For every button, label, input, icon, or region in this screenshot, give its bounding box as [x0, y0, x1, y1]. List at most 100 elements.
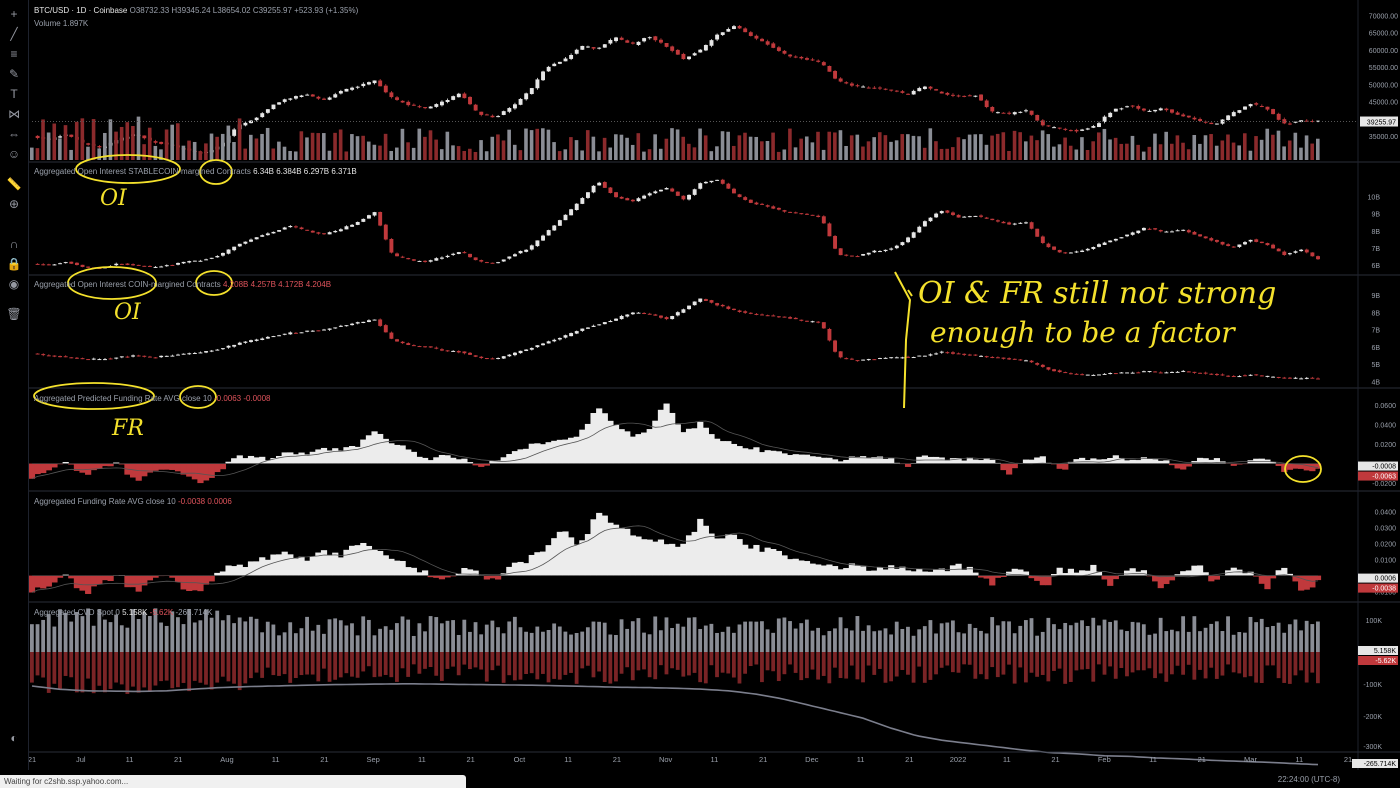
eye-icon[interactable]: ◉ [8, 277, 20, 291]
emoji-icon[interactable]: ☺ [7, 147, 21, 161]
oi-stable-candle [1316, 256, 1320, 260]
cvd-sell-bar [922, 652, 927, 683]
oi-coin-candle [91, 358, 96, 360]
oi-coin-candle [406, 343, 411, 345]
fr-area-bar [966, 566, 973, 576]
oi-coin-candle [46, 355, 51, 357]
oi-stable-candle [187, 261, 192, 263]
oi-stable-candle [541, 235, 545, 241]
btc-candle [260, 113, 265, 118]
oi-stable-candle [462, 252, 467, 254]
clock-label[interactable]: 22:24:00 (UTC-8) [1277, 775, 1340, 784]
volume-bar [1074, 149, 1079, 160]
oi-coin-candle [338, 325, 343, 327]
cvd-buy-bar [692, 617, 697, 652]
cvd-buy-bar [310, 630, 315, 652]
volume-bar [1113, 137, 1118, 160]
oi-coin-candle [748, 312, 753, 314]
oi-coin-candle [462, 351, 467, 354]
pattern-icon[interactable]: ⋈ [8, 107, 20, 121]
fr-area-bar [1112, 575, 1119, 580]
btc-candle [945, 92, 950, 95]
oi-coin-candle [726, 306, 731, 309]
volume-bar [428, 130, 433, 160]
cvd-legend[interactable]: Aggregated CVD Spot 0 5.158K -5.62K -265… [34, 608, 212, 617]
pfr-area-bar [545, 442, 552, 464]
lock-icon[interactable]: 🔒 [6, 257, 22, 271]
cvd-buy-bar [1080, 620, 1084, 652]
cvd-buy-bar [726, 626, 731, 652]
fr-area-bar [719, 538, 726, 576]
cvd-sell-bar [715, 652, 719, 678]
cvd-sell-bar [1254, 652, 1259, 683]
cvd-sell-bar [816, 652, 821, 680]
cvd-buy-bar [260, 632, 265, 652]
oi-coin-candle [1012, 358, 1017, 360]
ruler-icon[interactable]: 📏 [6, 177, 22, 191]
text-icon[interactable]: T [10, 87, 18, 101]
btc-candle [1029, 110, 1034, 115]
cvd-buy-bar [322, 633, 326, 652]
measure-icon[interactable]: ⇔ [8, 127, 20, 141]
magnet-icon[interactable]: ∩ [9, 237, 19, 251]
btc-candle [754, 35, 759, 39]
cvd-buy-bar [760, 621, 764, 652]
pfr-area-bar [809, 456, 816, 464]
btc-candle [1085, 128, 1090, 130]
oi-coin-candle [400, 341, 405, 344]
btc-candle [445, 99, 450, 103]
trendline-icon[interactable]: ╱ [10, 27, 18, 41]
oi-coin-candle [1243, 375, 1247, 377]
pfr-area-bar [961, 460, 968, 464]
cvd-sell-bar [1063, 652, 1068, 684]
oi-coin-candle [395, 339, 399, 342]
cvd-sell-bar [653, 652, 658, 680]
fr-area-bar [989, 575, 996, 586]
fr-area-bar [287, 554, 294, 576]
btc-candle [434, 104, 439, 107]
cvd-sell-bar [243, 652, 248, 684]
fr-area-bar [129, 575, 137, 588]
cvd-sell-bar [670, 652, 674, 669]
trash-icon[interactable]: 🗑 [6, 307, 22, 321]
cvd-buy-bar [563, 631, 568, 652]
oi-coin-candle [1237, 376, 1242, 378]
oi-stable-candle [35, 263, 40, 265]
fr-tick-label: 0.0200 [1375, 542, 1397, 549]
fr-legend[interactable]: Aggregated Funding Rate AVG close 10 -0.… [34, 497, 232, 506]
volume-bar [782, 149, 787, 160]
cvd-sell-bar [990, 652, 995, 668]
fib-icon[interactable]: ≡ [10, 47, 18, 61]
oi-coin-legend[interactable]: Aggregated Open Interest COIN-margined C… [34, 280, 331, 289]
oi-stable-candle [260, 235, 265, 237]
zoom-icon[interactable]: ⊕ [8, 197, 20, 211]
cvd-sell-bar [889, 652, 894, 682]
cvd-line-label: -265.714K [1364, 761, 1397, 768]
pfr-area-bar [118, 463, 125, 465]
volume-bar [1063, 137, 1067, 160]
brush-icon[interactable]: ✎ [8, 67, 20, 81]
btc-candle [451, 96, 456, 100]
oi-stable-legend[interactable]: Aggregated Open Interest STABLECOIN-marg… [34, 167, 357, 176]
oi-stable-candle [911, 232, 916, 238]
pfr-area-bar [455, 459, 462, 464]
cvd-buy-bar [1192, 616, 1197, 652]
oi-stable-candle [776, 207, 781, 210]
fr-area-bar [629, 535, 636, 576]
btc-candle [333, 94, 338, 98]
oi-stable-tick-label: 6B [1371, 263, 1380, 270]
btc-candle [1130, 105, 1135, 107]
oi-stable-candle [619, 196, 624, 199]
crosshair-icon[interactable]: + [10, 7, 18, 21]
symbol-legend[interactable]: BTC/USD · 1D · Coinbase O38732.33 H39345… [34, 6, 358, 15]
pfr-legend[interactable]: Aggregated Predicted Funding Rate AVG cl… [34, 394, 270, 403]
volume-bar [119, 126, 124, 160]
cvd-sell-bar [1276, 652, 1281, 679]
cvd-buy-bar [125, 627, 130, 652]
oi-stable-candle [46, 264, 51, 266]
oi-coin-candle [765, 315, 770, 317]
cvd-tick-label: -300K [1363, 744, 1382, 751]
btc-candle [1175, 112, 1180, 115]
